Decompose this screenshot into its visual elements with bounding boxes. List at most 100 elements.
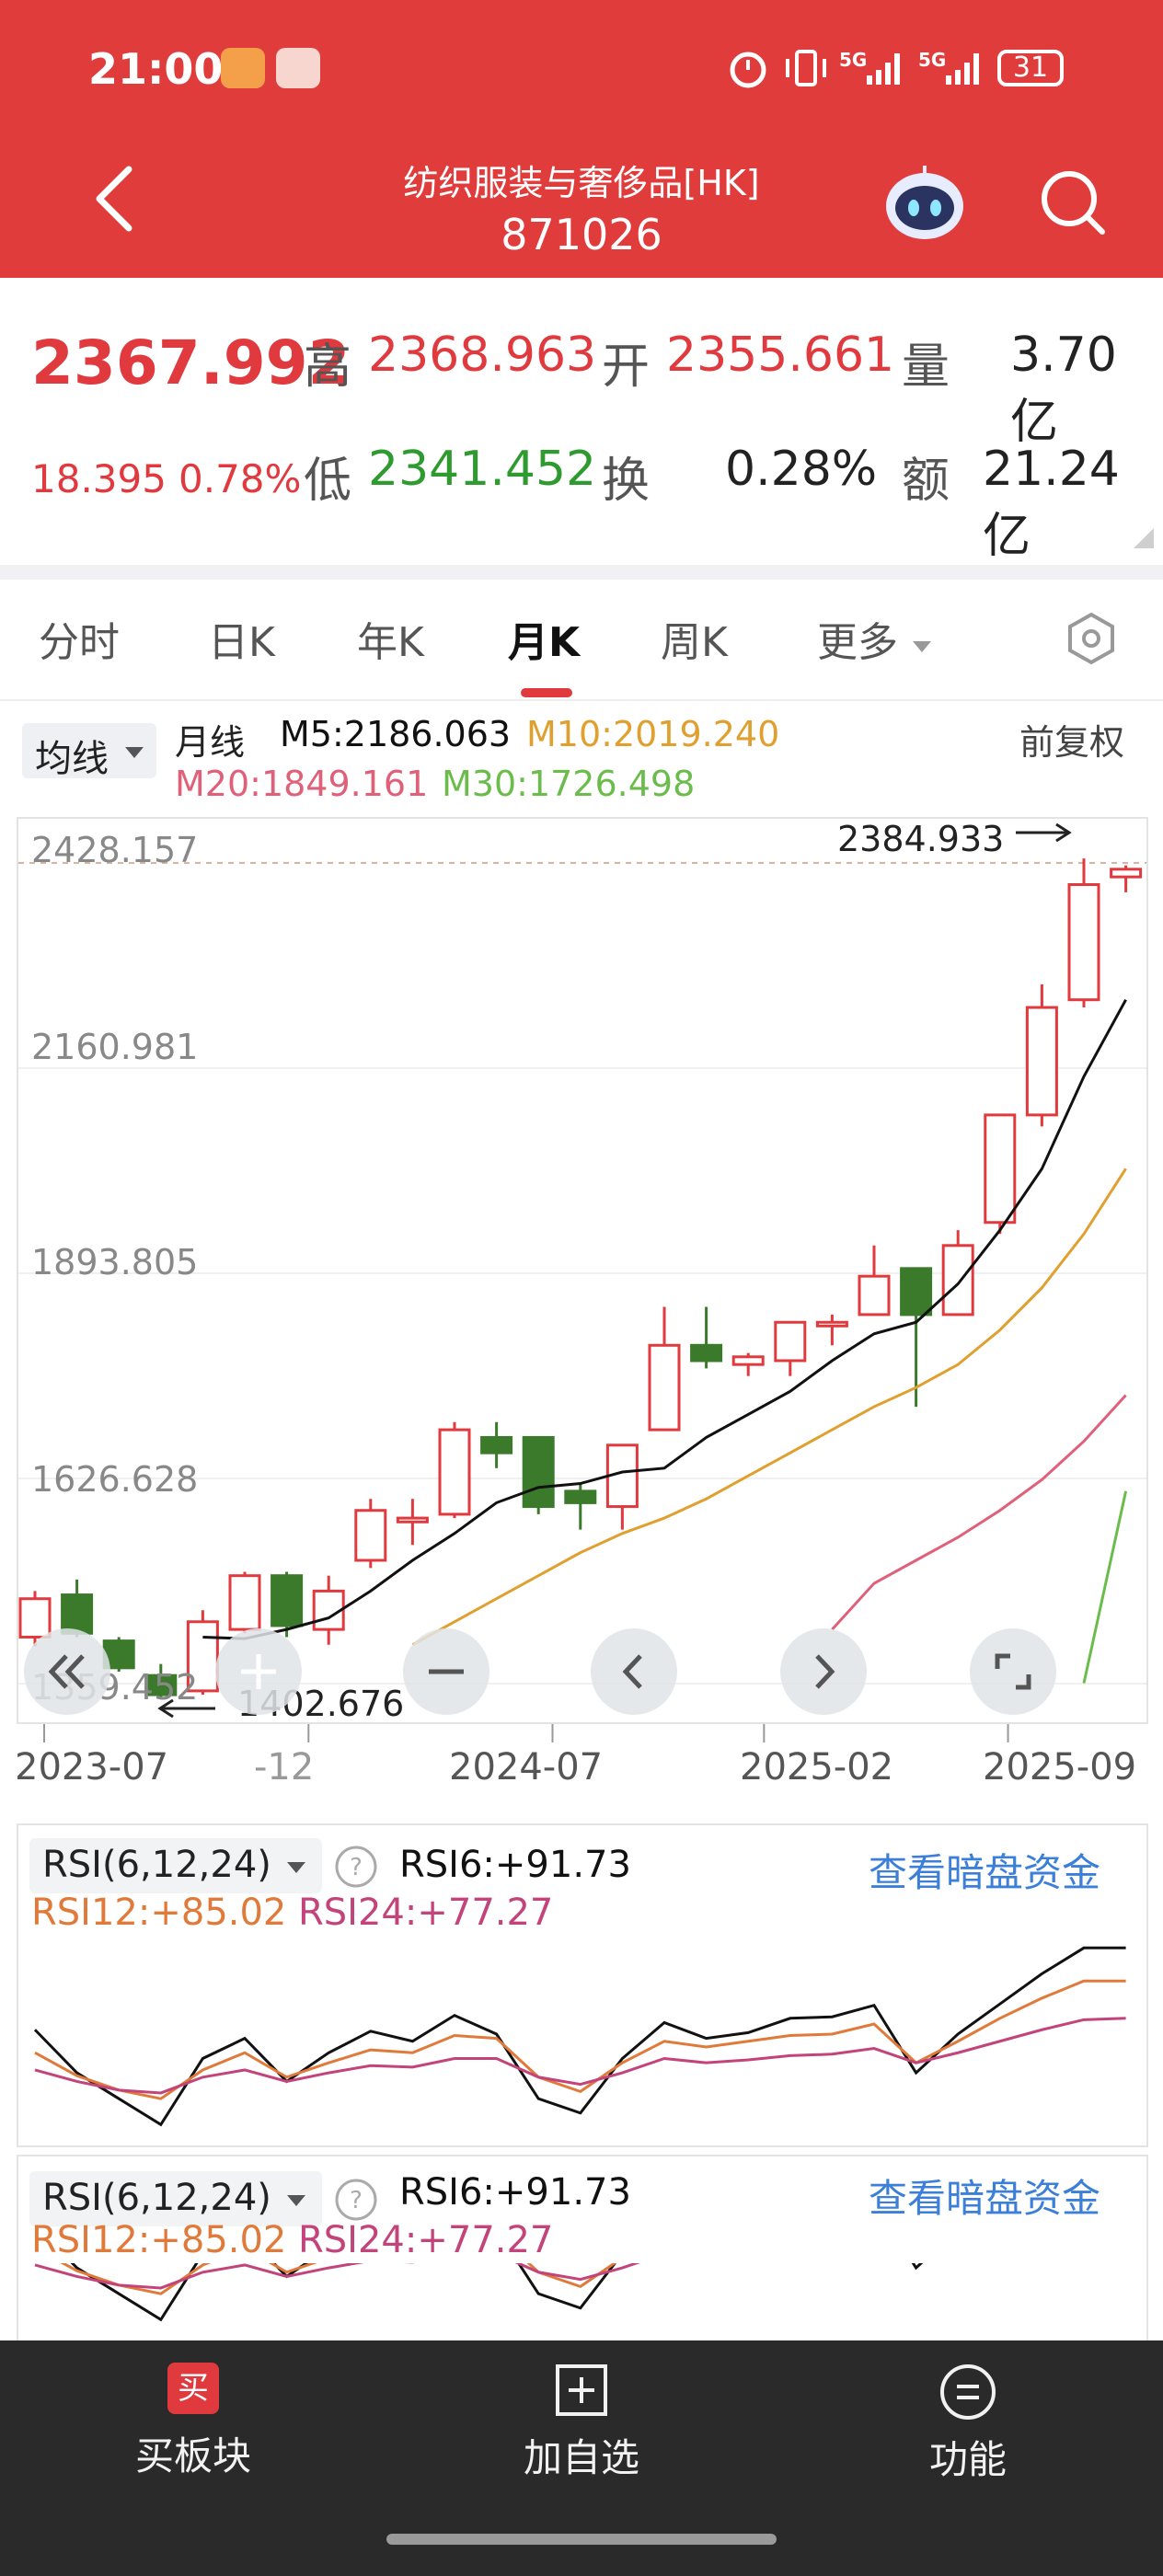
signal-5g-icon-2: 5G: [918, 49, 979, 85]
turnover-label: 换: [602, 454, 651, 509]
dark-pool-funds-link[interactable]: 查看暗盘资金: [869, 1850, 1101, 1895]
plus-icon: [241, 1654, 276, 1689]
ma30-line: [1082, 1490, 1128, 1684]
rsi12-value: RSI12:+85.02: [31, 2219, 287, 2261]
volume-value: 3.70亿: [1010, 328, 1117, 450]
candle-body: [858, 1274, 891, 1317]
battery-icon: 31: [997, 50, 1064, 86]
x-axis-label: 2024-07: [449, 1746, 604, 1788]
svg-text:5G: 5G: [918, 49, 946, 71]
tab-monthly-k[interactable]: 月K: [508, 619, 581, 666]
zoom-in-button[interactable]: [215, 1628, 302, 1715]
scroll-left-button[interactable]: [591, 1628, 677, 1715]
section-divider: [0, 565, 1163, 580]
candle-body: [144, 1673, 178, 1696]
functions-label: 功能: [928, 2437, 1007, 2482]
low-label: 低: [304, 454, 352, 509]
candle-body: [228, 1574, 261, 1631]
add-watchlist-label: 加自选: [523, 2435, 639, 2480]
expand-corner-icon[interactable]: [1134, 528, 1154, 548]
zoom-out-button[interactable]: [403, 1628, 489, 1715]
candle-body: [731, 1355, 765, 1366]
rsi6-value: RSI6:+91.73: [399, 1844, 631, 1886]
right-arrow-icon: [1016, 822, 1072, 843]
chevron-down-icon: [913, 641, 931, 652]
rsi-panel-2[interactable]: [17, 2155, 1148, 2340]
ma-selector[interactable]: 均线: [22, 723, 156, 780]
scroll-start-button[interactable]: [24, 1628, 110, 1715]
chevron-down-icon: [287, 2195, 305, 2206]
status-time: 21:00: [88, 44, 224, 94]
y-axis-label: 1893.805: [31, 1242, 199, 1282]
chevron-down-icon: [125, 747, 144, 758]
open-value: 2355.661: [666, 328, 895, 383]
x-axis-label: 2023-07: [15, 1746, 169, 1788]
ma-m5: M5:2186.063: [280, 714, 512, 754]
candle-body: [815, 1320, 848, 1328]
tab-yearly-k[interactable]: 年K: [357, 619, 424, 666]
add-box-icon: [556, 2364, 607, 2416]
rsi-panel[interactable]: [17, 1823, 1148, 2147]
rsi-chart: [33, 1946, 1126, 2127]
rsi-chart-2: [34, 2263, 924, 2322]
tab-daily-k[interactable]: 日K: [208, 619, 275, 666]
robot-assistant-icon[interactable]: [883, 162, 966, 245]
kline-chart[interactable]: [0, 0, 1163, 1748]
fullscreen-button[interactable]: [970, 1628, 1056, 1715]
add-watchlist-button[interactable]: 加自选: [489, 2363, 674, 2483]
search-icon[interactable]: [1036, 166, 1110, 239]
left-arrow-icon: [157, 1698, 215, 1719]
svg-text:?: ?: [350, 1854, 363, 1881]
help-icon[interactable]: ?: [333, 2177, 379, 2223]
rsi12-line: [34, 1979, 1126, 2100]
tab-more[interactable]: 更多: [817, 609, 933, 668]
vibrate-icon: [786, 50, 826, 86]
tab-more-label: 更多: [817, 619, 898, 666]
ma-period: 月线: [175, 722, 246, 763]
functions-button[interactable]: 功能: [876, 2363, 1060, 2485]
svg-text:5G: 5G: [839, 49, 867, 71]
high-value: 2368.963: [368, 328, 597, 383]
page-title: 纺织服装与奢侈品[HK]: [403, 163, 760, 203]
volume-label: 量: [902, 339, 950, 395]
help-icon[interactable]: ?: [333, 1844, 379, 1890]
candle-body: [690, 1343, 723, 1363]
scroll-right-button[interactable]: [780, 1628, 867, 1715]
active-tab-indicator: [521, 688, 572, 697]
adjust-mode[interactable]: 前复权: [1019, 722, 1125, 763]
tabs-divider: [0, 699, 1163, 701]
signal-5g-icon: 5G: [839, 49, 900, 85]
low-value: 2341.452: [368, 442, 597, 497]
current-price: 2367.992: [31, 328, 351, 398]
chevron-down-icon: [287, 1862, 305, 1873]
buy-sector-button[interactable]: 买 买板块: [101, 2363, 285, 2481]
rsi12-line: [60, 2263, 617, 2295]
ma10-line: [411, 1167, 1127, 1647]
minus-icon: [429, 1669, 464, 1674]
y-axis-label: 2428.157: [31, 830, 199, 870]
x-axis-label: 2025-02: [740, 1746, 894, 1788]
dark-pool-funds-link[interactable]: 查看暗盘资金: [869, 2176, 1101, 2221]
index-code: 871026: [501, 210, 662, 259]
header-bar: 21:00 5G 5G 31 纺织服装与奢侈品[HK] 871026: [0, 0, 1163, 278]
candle-body: [271, 1574, 304, 1627]
settings-hexagon-icon[interactable]: [1064, 611, 1119, 666]
x-axis-label: 2025-09: [983, 1746, 1137, 1788]
rsi-selector-label: RSI(6,12,24): [42, 1844, 271, 1886]
tab-timeshare[interactable]: 分时: [39, 619, 120, 666]
back-arrow-icon[interactable]: [90, 162, 142, 236]
rsi6-line: [70, 2263, 924, 2322]
candle-body: [522, 1435, 555, 1509]
kline-chart-frame[interactable]: [17, 817, 1148, 1724]
candle-body: [1067, 883, 1100, 1002]
battery-level: 31: [1012, 52, 1049, 84]
candle-body: [18, 1597, 52, 1639]
candle-body: [1110, 868, 1143, 879]
candle-body: [900, 1267, 933, 1317]
rsi-selector-2[interactable]: RSI(6,12,24): [29, 2171, 322, 2226]
tab-weekly-k[interactable]: 周K: [661, 619, 728, 666]
rsi-selector[interactable]: RSI(6,12,24): [29, 1838, 322, 1893]
rsi6-value: RSI6:+91.73: [399, 2171, 631, 2214]
ma20-line: [831, 1394, 1127, 1631]
candle-body: [480, 1435, 513, 1455]
